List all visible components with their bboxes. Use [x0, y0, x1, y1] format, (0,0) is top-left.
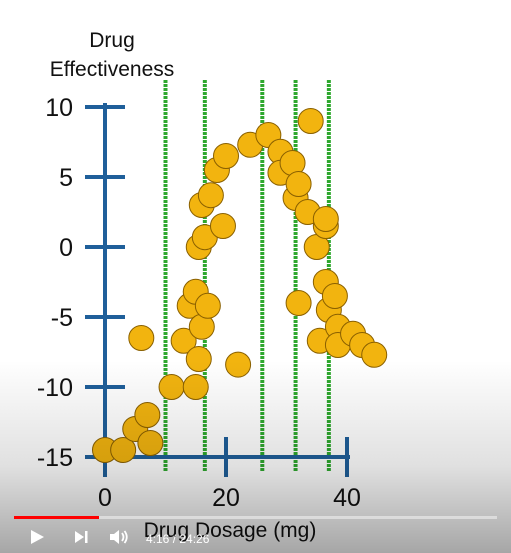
data-point	[135, 403, 160, 428]
player-controls: 4:16 / 24:26	[0, 522, 511, 553]
next-icon[interactable]	[72, 528, 90, 551]
progress-bar-fill	[14, 516, 99, 519]
time-display: 4:16 / 24:26	[146, 532, 209, 546]
data-point	[183, 375, 208, 400]
data-point	[286, 172, 311, 197]
data-point	[198, 183, 223, 208]
y-axis-title-line1: Drug	[89, 29, 135, 52]
y-tick-label: 0	[59, 234, 73, 262]
data-point	[129, 326, 154, 351]
data-point	[214, 144, 239, 169]
y-tick-label: -10	[37, 374, 73, 402]
play-icon[interactable]	[28, 528, 46, 551]
data-point	[286, 291, 311, 316]
x-tick-label: 40	[333, 484, 361, 512]
y-tick-label: 5	[59, 164, 73, 192]
data-point	[313, 207, 338, 232]
data-point	[362, 342, 387, 367]
data-point	[138, 431, 163, 456]
data-point	[195, 293, 220, 318]
data-point	[186, 347, 211, 372]
x-tick-label: 20	[212, 484, 240, 512]
progress-bar[interactable]	[14, 516, 497, 519]
data-point	[226, 352, 251, 377]
data-point	[210, 214, 235, 239]
data-point	[322, 284, 347, 309]
data-point	[298, 109, 323, 134]
y-tick-label: -15	[37, 444, 73, 472]
y-tick-label: -5	[51, 304, 73, 332]
y-tick-label: 10	[45, 94, 73, 122]
x-tick-label: 0	[98, 484, 112, 512]
y-axis-title-line2: Effectiveness	[50, 58, 175, 81]
data-point	[159, 375, 184, 400]
volume-icon[interactable]	[108, 528, 130, 551]
